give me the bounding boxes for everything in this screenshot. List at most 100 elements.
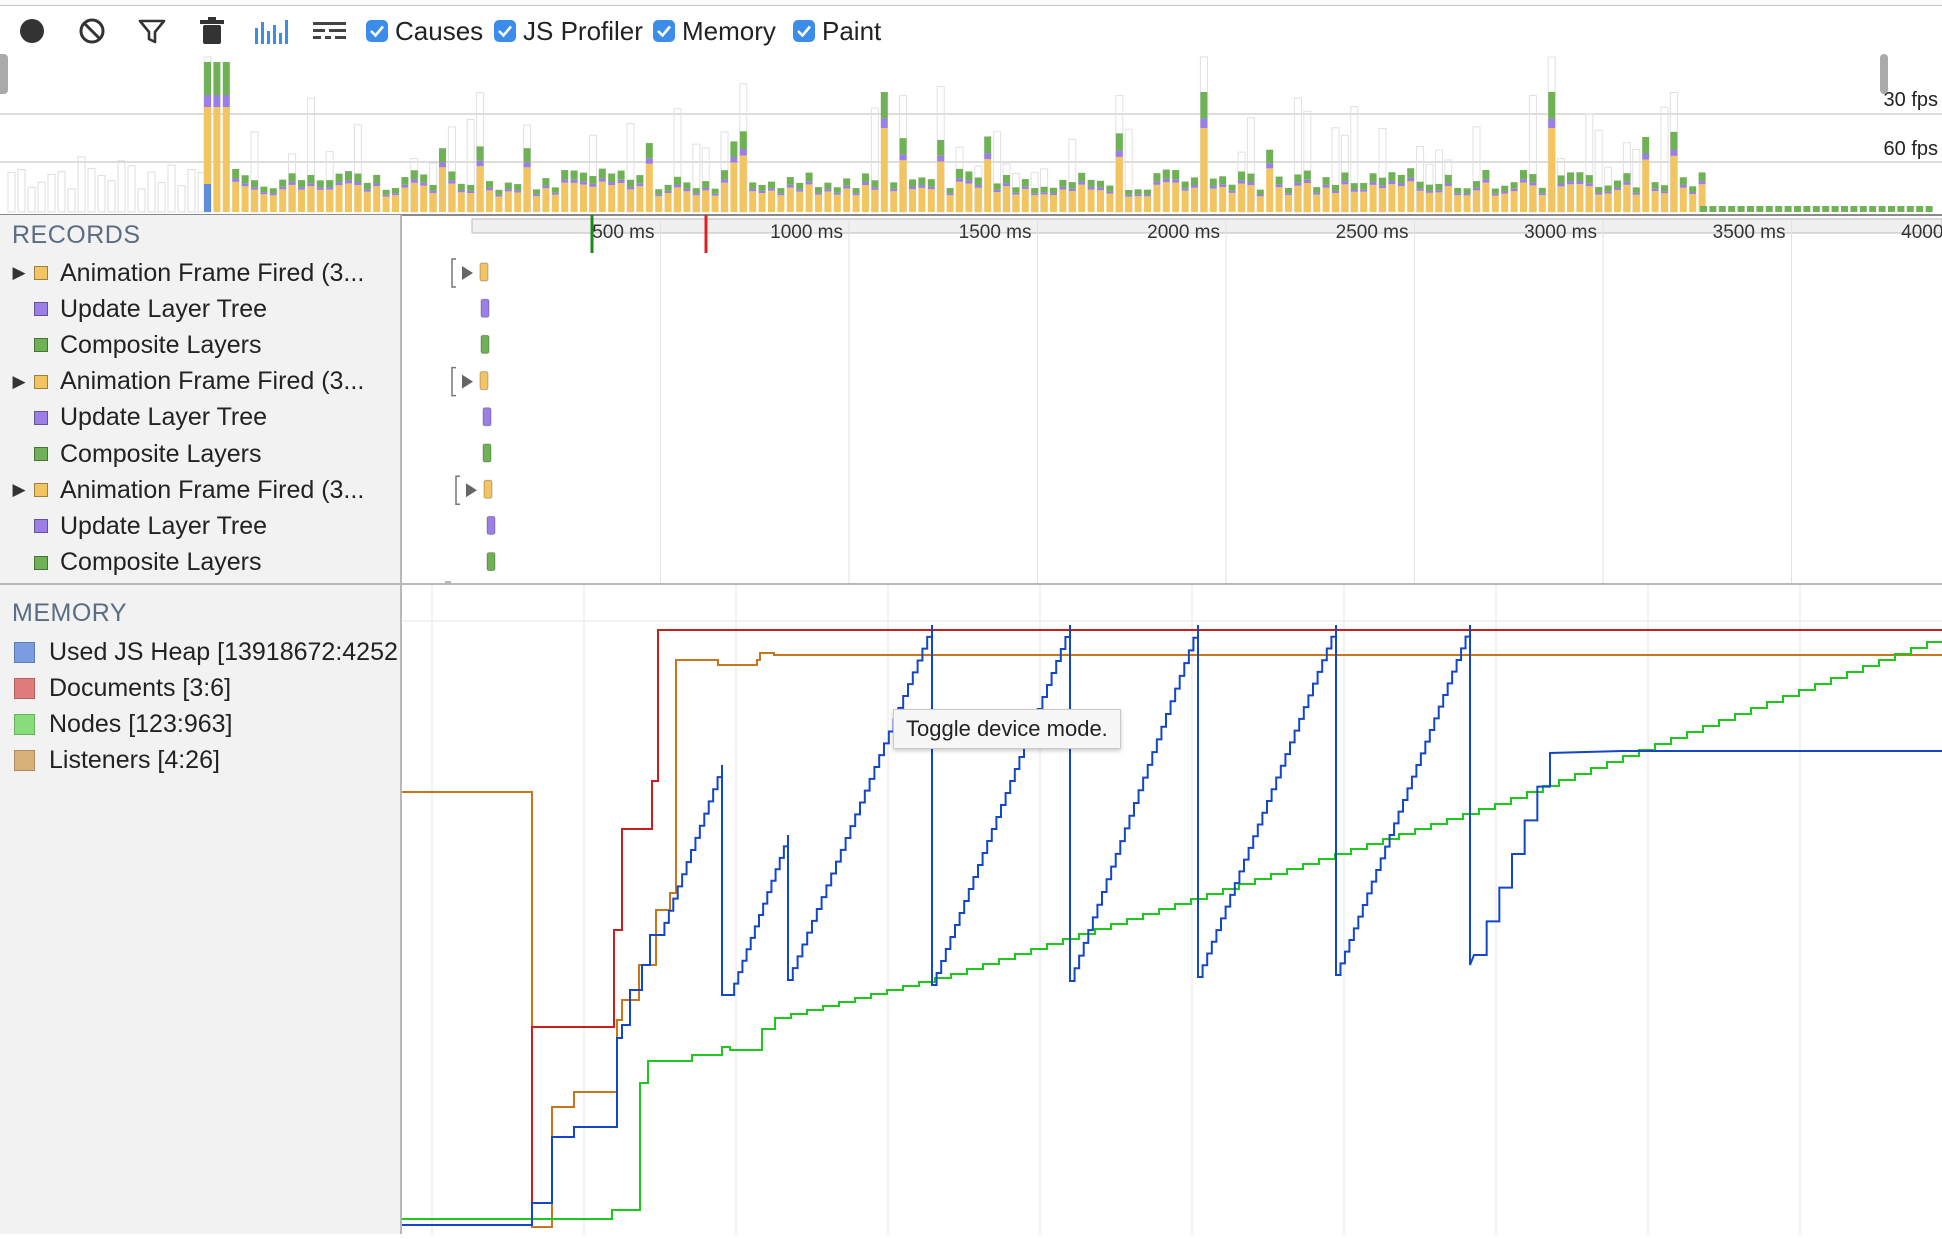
record-row[interactable]: Update Layer Tree <box>0 291 400 327</box>
frame-bar-rendering <box>1360 189 1368 192</box>
records-timeline[interactable]: 500 ms 1000 ms 1500 ms 2000 ms 2500 ms 3000 m… <box>402 215 1942 583</box>
frame-bar-rendering <box>1567 181 1574 185</box>
frame-bar-scripting <box>542 188 550 212</box>
used-js-heap-line <box>402 625 1942 1226</box>
record-color-swatch <box>34 483 48 498</box>
record-color-swatch <box>34 302 48 317</box>
record-row[interactable]: Composite Layers <box>0 436 400 472</box>
frame-bar-painting <box>1841 206 1848 212</box>
frame-bar-painting <box>956 168 963 179</box>
record-row[interactable]: ▶ Animation Frame Fired (3... <box>0 472 400 508</box>
frame-bar-rendering <box>608 181 616 186</box>
frame-bar-scripting <box>1510 191 1518 212</box>
frame-bar-scripting <box>260 194 268 212</box>
frame-bar-rendering <box>617 179 625 184</box>
frame-bar-scripting <box>1604 193 1612 212</box>
expand-triangle-icon[interactable]: ▶ <box>12 480 26 500</box>
memory-legend-item[interactable]: Used JS Heap [13918672:4252 <box>0 635 398 669</box>
frame-bar-rendering <box>1172 179 1180 183</box>
record-row[interactable]: ▶ Animation Frame Fired (3... <box>0 364 400 400</box>
memory-graph-chart <box>402 585 1942 1234</box>
frame-bar-scripting <box>608 185 616 212</box>
record-icon[interactable] <box>15 14 49 48</box>
frame-bar-scripting <box>1209 188 1217 212</box>
frames-overview-chart <box>0 56 1942 213</box>
ruler-tick-label: 4000 ms <box>1901 222 1942 243</box>
frame-bar-painting <box>805 172 813 182</box>
frame-bar-scripting <box>467 193 475 212</box>
frame-bar-rendering <box>786 184 794 188</box>
bar-chart-icon[interactable] <box>254 14 288 48</box>
frame-bar-scripting <box>561 182 569 212</box>
frame-bar-painting <box>1709 206 1717 212</box>
record-label: Update Layer Tree <box>60 511 268 540</box>
record-label: Composite Layers <box>60 548 262 577</box>
frame-bar-painting <box>645 143 653 159</box>
record-label: Animation Frame Fired (3... <box>60 475 365 504</box>
frame-bar-painting <box>1191 177 1198 186</box>
record-row[interactable]: Update Layer Tree <box>0 508 400 544</box>
ruler-tick-label: 3500 ms <box>1713 222 1786 243</box>
frame-bar-rendering <box>1200 118 1208 128</box>
memory-checkbox[interactable]: Memory <box>653 16 776 46</box>
memory-legend-item[interactable]: Nodes [123:963] <box>0 707 232 741</box>
frame-bar-scripting <box>580 184 587 212</box>
js-profiler-checkbox[interactable]: JS Profiler <box>494 16 643 46</box>
frame-bar-painting <box>288 173 296 182</box>
filter-icon[interactable] <box>135 14 169 48</box>
frame-bar-scripting <box>1228 192 1236 212</box>
frame-bar-painting <box>674 176 681 185</box>
frame-bar-painting <box>1078 172 1086 182</box>
memory-graph[interactable] <box>402 585 1942 1234</box>
frame-bar-painting <box>899 138 907 155</box>
flame-chart-icon[interactable] <box>312 14 346 48</box>
frame-bar-rendering <box>1050 193 1057 196</box>
causes-checkbox[interactable]: Causes <box>366 16 483 46</box>
frame-bar-painting <box>683 182 691 189</box>
frame-bar-scripting <box>843 188 851 212</box>
frame-bar-rendering <box>410 179 418 183</box>
expand-triangle-icon[interactable]: ▶ <box>12 371 26 391</box>
frame-bar-painting <box>1294 174 1302 183</box>
frame-bar-scripting <box>1003 186 1010 212</box>
frames-overview[interactable]: 30 fps 60 fps <box>0 54 1942 216</box>
frame-bar-scripting <box>1125 196 1133 212</box>
frame-bar-painting <box>1784 206 1792 212</box>
frame-bar-scripting <box>288 184 296 212</box>
frame-bar-rendering <box>457 190 465 193</box>
frame-bar-scripting <box>457 192 465 212</box>
paint-checkbox[interactable]: Paint <box>793 16 881 46</box>
overview-left-handle[interactable] <box>0 54 8 94</box>
expand-triangle-icon[interactable]: ▶ <box>12 263 26 282</box>
records-title: RECORDS <box>12 221 141 249</box>
frame-bar-scripting <box>1651 191 1659 212</box>
clear-icon[interactable] <box>75 14 109 48</box>
frame-bar-rendering <box>1576 180 1584 185</box>
record-row[interactable]: Composite Layers <box>0 545 400 581</box>
frame-bar-scripting <box>1670 155 1678 212</box>
record-bar <box>486 552 496 572</box>
memory-legend-item[interactable]: Listeners [4:26] <box>0 744 220 778</box>
record-row[interactable]: Update Layer Tree <box>0 400 400 436</box>
frame-bar-outline <box>147 171 156 213</box>
frame-bar-painting <box>1181 181 1189 189</box>
frame-bar-scripting <box>993 191 1001 212</box>
frame-bar-scripting <box>1435 192 1443 212</box>
trash-icon[interactable] <box>195 14 229 48</box>
frame-bar-painting <box>260 186 268 193</box>
frame-bar-painting <box>1718 206 1726 212</box>
frame-bar-painting <box>410 170 418 180</box>
memory-legend-item[interactable]: Documents [3:6] <box>0 671 231 705</box>
frame-bar-scripting <box>1219 187 1227 212</box>
overview-right-handle[interactable] <box>1880 54 1888 94</box>
frame-bar-scripting <box>824 191 832 212</box>
frame-bar-scripting <box>298 189 305 212</box>
frame-bar-scripting <box>382 196 390 212</box>
frame-bar-rendering <box>974 185 982 188</box>
record-row[interactable]: Composite Layers <box>0 327 400 363</box>
frame-bar-rendering <box>363 189 371 192</box>
record-row[interactable]: ▶ Animation Frame Fired (3... <box>0 255 400 291</box>
frame-bar-rendering <box>1322 184 1330 188</box>
frame-bar-painting <box>448 171 456 181</box>
frame-bar-painting <box>1859 206 1867 212</box>
